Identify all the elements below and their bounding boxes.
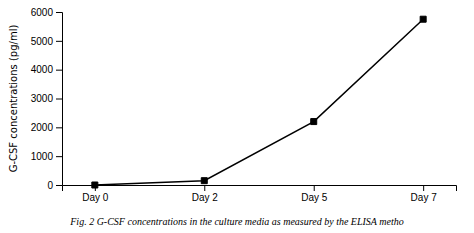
marker <box>201 178 207 184</box>
x-tick: Day 5 <box>301 185 328 203</box>
y-tick-mark <box>56 156 62 157</box>
x-tick-label: Day 7 <box>411 192 438 203</box>
x-tick: Day 2 <box>192 185 219 203</box>
y-tick-label: 1000 <box>31 151 54 162</box>
y-tick: 5000 <box>31 36 62 47</box>
plot-area: 0 1000 2000 3000 4000 5000 6000 Day 0 Day 2 Day 5… <box>31 7 457 203</box>
y-tick-label: 6000 <box>31 7 54 18</box>
y-axis: 0 1000 2000 3000 4000 5000 6000 <box>31 7 63 191</box>
y-tick-mark <box>56 185 62 186</box>
y-tick: 2000 <box>31 122 62 133</box>
y-tick-mark <box>56 12 62 13</box>
y-tick-mark <box>56 70 62 71</box>
y-axis-title: G-CSF concentrations (pg/ml) <box>8 25 19 173</box>
x-tick-mark <box>314 185 315 191</box>
y-tick: 6000 <box>31 7 62 18</box>
y-tick-label: 5000 <box>31 36 54 47</box>
y-tick-label: 2000 <box>31 122 54 133</box>
series <box>92 16 426 188</box>
marker <box>311 119 317 125</box>
chart: 0 1000 2000 3000 4000 5000 6000 Day 0 Day 2 Day 5… <box>0 0 474 233</box>
y-tick: 3000 <box>31 93 62 104</box>
x-tick: Day 7 <box>411 185 438 203</box>
x-tick-label: Day 5 <box>301 192 328 203</box>
x-tick-label: Day 2 <box>192 192 219 203</box>
y-axis-line <box>56 13 63 186</box>
line <box>95 19 423 185</box>
x-axis-line <box>63 186 457 192</box>
y-tick-label: 3000 <box>31 93 54 104</box>
marker <box>420 16 426 22</box>
caption: Fig. 2 G-CSF concentrations in the cultu… <box>69 216 403 227</box>
y-tick-label: 0 <box>47 180 53 191</box>
x-tick-label: Day 0 <box>82 192 109 203</box>
x-tick-mark <box>423 185 424 191</box>
x-axis: Day 0 Day 2 Day 5 Day 7 <box>63 185 457 203</box>
y-tick: 4000 <box>31 64 62 75</box>
x-tick-mark <box>204 185 205 191</box>
y-tick-mark <box>56 127 62 128</box>
y-tick-mark <box>56 41 62 42</box>
y-tick-label: 4000 <box>31 64 54 75</box>
marker <box>92 182 98 188</box>
y-tick: 0 <box>47 180 62 191</box>
y-tick-mark <box>56 99 62 100</box>
y-tick: 1000 <box>31 151 62 162</box>
